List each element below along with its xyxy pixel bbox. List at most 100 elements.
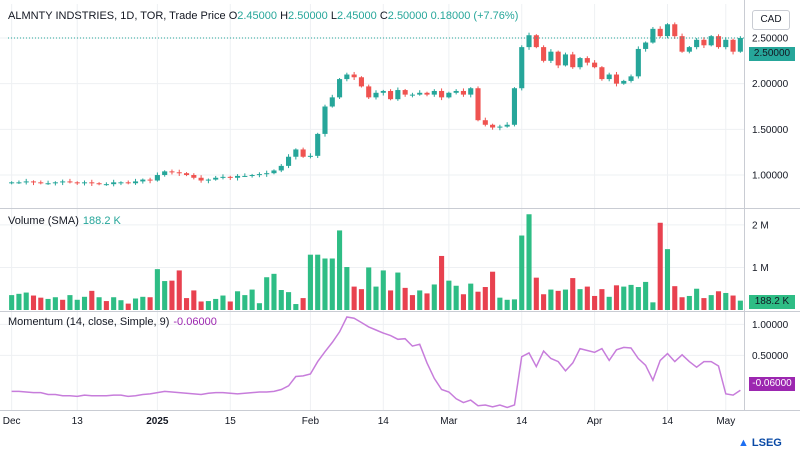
candle-body [81, 182, 88, 184]
candle-body [686, 47, 692, 52]
volume-bar [388, 290, 394, 310]
volume-bar [205, 301, 211, 310]
candle-body [417, 92, 423, 95]
candle-body [395, 90, 401, 100]
candle-body [358, 77, 364, 87]
candle-body [730, 39, 736, 52]
volume-bar [278, 290, 284, 310]
x-tick-label: 14 [516, 416, 528, 427]
volume-bar [424, 293, 430, 310]
candle-body [599, 67, 605, 80]
candle-body [460, 90, 466, 95]
volume-bar [446, 280, 452, 310]
candle-body [657, 28, 663, 37]
candle-body [271, 170, 277, 174]
candle-body [67, 181, 73, 183]
price-axis-label: 1.50000 [752, 125, 789, 136]
volume-bar [497, 297, 503, 310]
volume-bar [723, 292, 729, 310]
candle-body [446, 92, 452, 98]
volume-bar [169, 280, 175, 310]
volume-bar [409, 295, 415, 310]
volume-bar [286, 292, 292, 310]
candle-body [431, 90, 437, 95]
candle-body [147, 179, 153, 181]
candle-body [526, 35, 532, 48]
volume-bar [460, 294, 466, 310]
volume-bar [730, 295, 736, 310]
volume-bar [701, 298, 707, 310]
momentum-axis-label: 0.50000 [752, 351, 789, 362]
volume-bar [23, 292, 29, 310]
volume-bar [526, 214, 532, 310]
volume-bar [147, 297, 153, 310]
candle-body [584, 58, 590, 63]
volume-bar [679, 297, 685, 310]
candle-body [38, 182, 44, 184]
x-tick-label: 15 [225, 416, 237, 427]
open-key: O [228, 10, 238, 22]
volume-bar [30, 295, 37, 310]
candle-body [329, 97, 335, 107]
candle-body [344, 74, 350, 80]
candle-body [220, 176, 226, 178]
lseg-mark-icon: ▲ [738, 437, 749, 449]
candle-body [439, 90, 445, 98]
volume-bar [635, 287, 641, 310]
candle-body [198, 177, 204, 181]
price-axis-label: 2.50000 [752, 33, 789, 44]
candle-body [169, 171, 175, 173]
volume-bar [584, 286, 590, 310]
volume-legend: Volume (SMA) 188.2 K [8, 215, 121, 227]
price-axis-label: 1.00000 [752, 171, 789, 182]
volume-bar [293, 304, 299, 310]
candle-body [592, 62, 598, 68]
volume-bar [89, 290, 95, 310]
volume-axis-label: 2 M [752, 220, 769, 231]
volume-bar [577, 289, 583, 310]
candle-body [125, 182, 131, 184]
candle-body [183, 173, 190, 176]
candle-body [621, 80, 627, 84]
candle-body [205, 179, 211, 181]
volume-bar [366, 267, 372, 310]
candle-body [643, 42, 649, 49]
momentum-label: Momentum (14, close, Simple, 9) [8, 316, 170, 328]
volume-bar [307, 254, 313, 310]
volume-bar [562, 289, 569, 310]
volume-bar [74, 299, 80, 310]
volume-bar [227, 301, 233, 310]
volume-bar [380, 270, 386, 310]
candle-body [570, 54, 576, 68]
candle-body [191, 175, 197, 178]
x-tick-label: 13 [72, 416, 84, 427]
volume-bar [81, 296, 88, 310]
volume-bar [38, 297, 44, 310]
candle-body [162, 171, 168, 176]
candle-body [96, 183, 102, 185]
currency-button[interactable]: CAD [752, 10, 790, 30]
volume-bar [715, 291, 722, 310]
volume-bar [162, 281, 168, 310]
chart-title: ALMNTY INDSTRIES, 1D, TOR, Trade Price O… [8, 10, 518, 22]
volume-bar [183, 298, 190, 310]
volume-bar [570, 278, 576, 310]
candle-body [701, 39, 707, 46]
lseg-logo: ▲ LSEG [738, 437, 782, 449]
x-tick-label: 14 [378, 416, 390, 427]
candle-body [497, 126, 503, 128]
candle-body [52, 182, 58, 184]
volume-bar [242, 295, 248, 310]
volume-bar [453, 285, 459, 310]
volume-bar [417, 290, 423, 310]
volume-bar [708, 295, 714, 310]
candle-body [234, 175, 241, 178]
candle-body [315, 133, 321, 156]
candle-body [388, 90, 394, 100]
volume-axis-label: 1 M [752, 263, 769, 274]
volume-value: 188.2 K [82, 215, 121, 227]
volume-bar [431, 284, 437, 310]
candle-body [213, 177, 219, 180]
volume-bar [592, 295, 598, 310]
